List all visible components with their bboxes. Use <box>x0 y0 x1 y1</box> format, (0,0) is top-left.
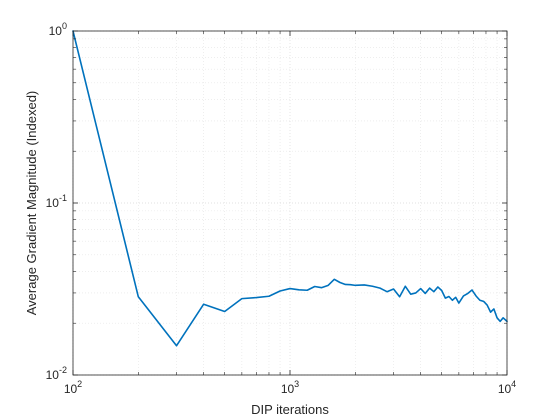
ticks <box>72 30 508 376</box>
series-line <box>72 30 508 347</box>
x-tick-label: 104 <box>498 379 516 396</box>
x-tick-label: 103 <box>281 379 299 396</box>
x-tick-label: 102 <box>64 379 82 396</box>
series-layer <box>72 30 508 347</box>
y-tick-label: 10-1 <box>46 193 67 210</box>
tick-labels: 102 103 104 10-2 10-1 100 <box>46 21 517 396</box>
x-axis-label: DIP iterations <box>251 402 329 417</box>
y-tick-label: 100 <box>49 21 67 38</box>
y-tick-label: 10-2 <box>46 365 67 382</box>
y-axis-label: Average Gradient Magnitude (Indexed) <box>24 91 39 316</box>
